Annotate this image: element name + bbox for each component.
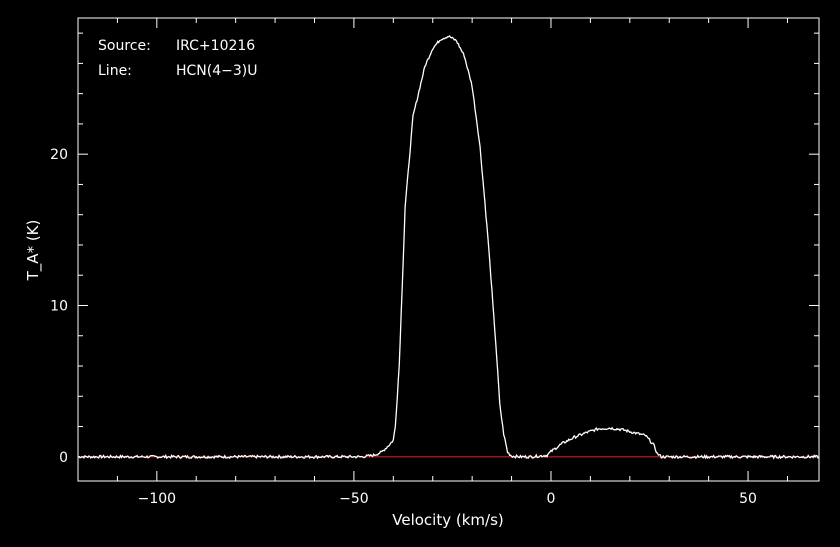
x-tick-label: 0 [547, 491, 556, 507]
x-tick-label: 50 [739, 491, 757, 507]
axis-ticks [77, 18, 819, 481]
y-axis-label: T_A* (K) [24, 220, 43, 282]
x-tick-label: −50 [339, 491, 369, 507]
source-value: IRC+10216 [176, 38, 255, 54]
x-tick-label: −100 [138, 491, 176, 507]
spectrum-line [77, 34, 820, 460]
line-label: Line: [98, 63, 132, 79]
y-tick-label: 0 [59, 450, 68, 466]
line-value: HCN(4−3)U [176, 63, 258, 79]
y-tick-label: 20 [50, 147, 68, 163]
y-tick-label: 10 [50, 298, 68, 314]
plot-frame [77, 17, 820, 482]
source-label: Source: [98, 38, 151, 54]
x-axis-label: Velocity (km/s) [392, 511, 503, 529]
tick-labels: −100 −50 0 50 0 10 20 [50, 147, 757, 507]
